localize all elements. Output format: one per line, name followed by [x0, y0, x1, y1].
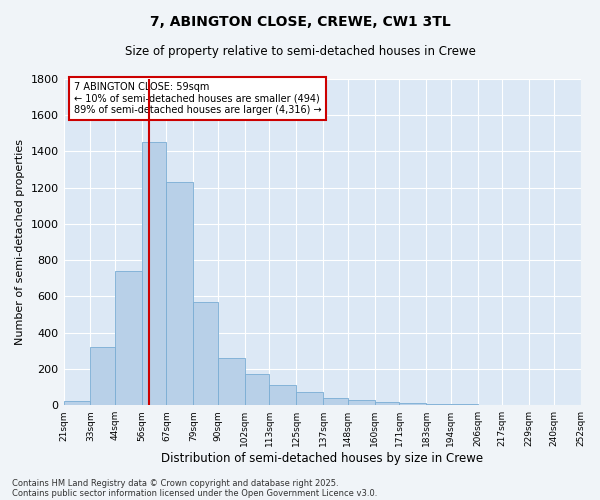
Bar — [166, 182, 193, 405]
Bar — [426, 404, 451, 405]
Text: 7 ABINGTON CLOSE: 59sqm
← 10% of semi-detached houses are smaller (494)
89% of s: 7 ABINGTON CLOSE: 59sqm ← 10% of semi-de… — [74, 82, 322, 116]
Bar — [218, 358, 245, 405]
Bar — [193, 302, 218, 405]
Bar — [451, 404, 478, 405]
Y-axis label: Number of semi-detached properties: Number of semi-detached properties — [15, 139, 25, 345]
Text: Contains HM Land Registry data © Crown copyright and database right 2025.: Contains HM Land Registry data © Crown c… — [12, 478, 338, 488]
Bar — [64, 400, 91, 405]
Bar — [245, 374, 269, 405]
Bar — [142, 142, 166, 405]
Bar — [269, 386, 296, 405]
Bar — [91, 347, 115, 405]
Bar — [296, 392, 323, 405]
Text: Contains public sector information licensed under the Open Government Licence v3: Contains public sector information licen… — [12, 488, 377, 498]
Bar — [115, 271, 142, 405]
Bar — [374, 402, 399, 405]
Text: 7, ABINGTON CLOSE, CREWE, CW1 3TL: 7, ABINGTON CLOSE, CREWE, CW1 3TL — [149, 15, 451, 29]
Text: Size of property relative to semi-detached houses in Crewe: Size of property relative to semi-detach… — [125, 45, 475, 58]
Bar — [348, 400, 374, 405]
X-axis label: Distribution of semi-detached houses by size in Crewe: Distribution of semi-detached houses by … — [161, 452, 483, 465]
Bar — [399, 404, 426, 405]
Bar — [323, 398, 348, 405]
